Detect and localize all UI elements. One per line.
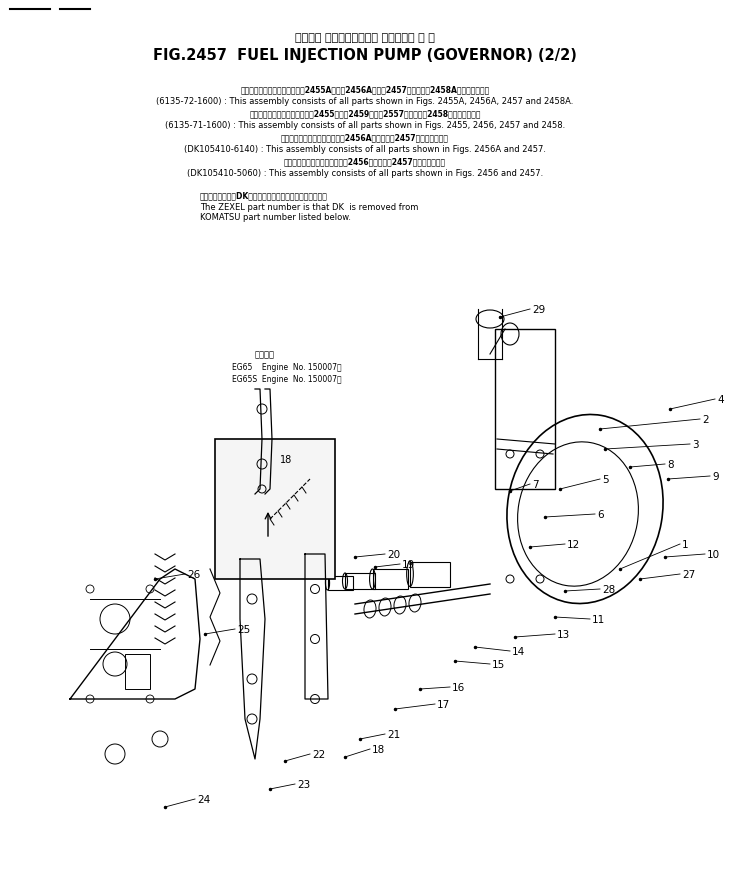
Text: (DK105410-6140) : This assembly consists of all parts shown in Figs. 2456A and 2: (DK105410-6140) : This assembly consists… [184, 144, 546, 154]
Text: 19: 19 [402, 559, 415, 569]
Text: EG65    Engine  No. 150007～: EG65 Engine No. 150007～ [232, 363, 342, 372]
Bar [372, 569, 407, 589]
Bar [125, 654, 150, 689]
Bar [328, 576, 353, 590]
Text: (6135-71-1600) : This assembly consists of all parts shown in Figs. 2455, 2456, : (6135-71-1600) : This assembly consists … [165, 120, 565, 129]
Bar [410, 562, 450, 587]
Bar [215, 440, 335, 579]
Text: EG65S  Engine  No. 150007～: EG65S Engine No. 150007～ [232, 374, 342, 383]
Text: 12: 12 [567, 539, 580, 550]
Text: FIG.2457  FUEL INJECTION PUMP (GOVERNOR) (2/2): FIG.2457 FUEL INJECTION PUMP (GOVERNOR) … [153, 47, 577, 62]
Text: フェエル インジェクション ポンプ　ガ バ ナ: フェエル インジェクション ポンプ ガ バ ナ [295, 33, 435, 43]
Text: 6: 6 [597, 509, 604, 520]
Text: 4: 4 [717, 394, 723, 405]
Text: このアセンブリの構成部品は第2456A図および第2457図を含みます。: このアセンブリの構成部品は第2456A図および第2457図を含みます。 [281, 133, 449, 142]
Text: The ZEXEL part number is that DK  is removed from: The ZEXEL part number is that DK is remo… [200, 202, 418, 212]
Text: 24: 24 [197, 794, 210, 804]
Text: このアセンブリの構成部品は第2455図、第2459図、第2557図および第2458図を含みます。: このアセンブリの構成部品は第2455図、第2459図、第2557図および第245… [249, 110, 481, 119]
Text: (6135-72-1600) : This assembly consists of all parts shown in Figs. 2455A, 2456A: (6135-72-1600) : This assembly consists … [156, 97, 574, 105]
Text: 18: 18 [372, 745, 385, 754]
Text: 20: 20 [387, 550, 400, 559]
Text: 17: 17 [437, 699, 450, 709]
Text: 18: 18 [280, 455, 292, 464]
Text: 11: 11 [592, 615, 605, 624]
Text: 2: 2 [702, 414, 709, 425]
Text: 9: 9 [712, 471, 718, 481]
Text: 適用番号: 適用番号 [255, 350, 275, 359]
Text: 14: 14 [512, 646, 526, 656]
Text: 15: 15 [492, 659, 505, 669]
Text: 16: 16 [452, 682, 465, 692]
Text: 13: 13 [557, 630, 570, 639]
Text: 21: 21 [387, 729, 400, 739]
Text: 28: 28 [602, 585, 615, 594]
Text: 29: 29 [532, 305, 545, 314]
Text: 10: 10 [707, 550, 720, 559]
Text: 8: 8 [667, 459, 674, 470]
Text: 26: 26 [187, 569, 200, 579]
Text: 25: 25 [237, 624, 250, 634]
Text: このアセンブリの構成部品は第2456図および第2457図を含みます。: このアセンブリの構成部品は第2456図および第2457図を含みます。 [284, 157, 446, 166]
Text: 1: 1 [682, 539, 688, 550]
Text: KOMATSU part number listed below.: KOMATSU part number listed below. [200, 213, 351, 222]
Text: 27: 27 [682, 569, 695, 579]
Text: 22: 22 [312, 749, 326, 759]
Text: 3: 3 [692, 440, 699, 450]
Text: 23: 23 [297, 779, 310, 789]
Text: 5: 5 [602, 474, 609, 485]
Text: 品番のメーカ記号DKを除いたものがゼクセルの品番です。: 品番のメーカ記号DKを除いたものがゼクセルの品番です。 [200, 191, 328, 200]
Text: 7: 7 [532, 479, 539, 489]
Text: (DK105410-5060) : This assembly consists of all parts shown in Figs. 2456 and 24: (DK105410-5060) : This assembly consists… [187, 169, 543, 177]
Bar [345, 573, 375, 589]
Text: このアセンブリの構成部品は第2455A図、第2456A図、第2457図および第2458A図を含みます。: このアセンブリの構成部品は第2455A図、第2456A図、第2457図および第2… [240, 85, 490, 95]
